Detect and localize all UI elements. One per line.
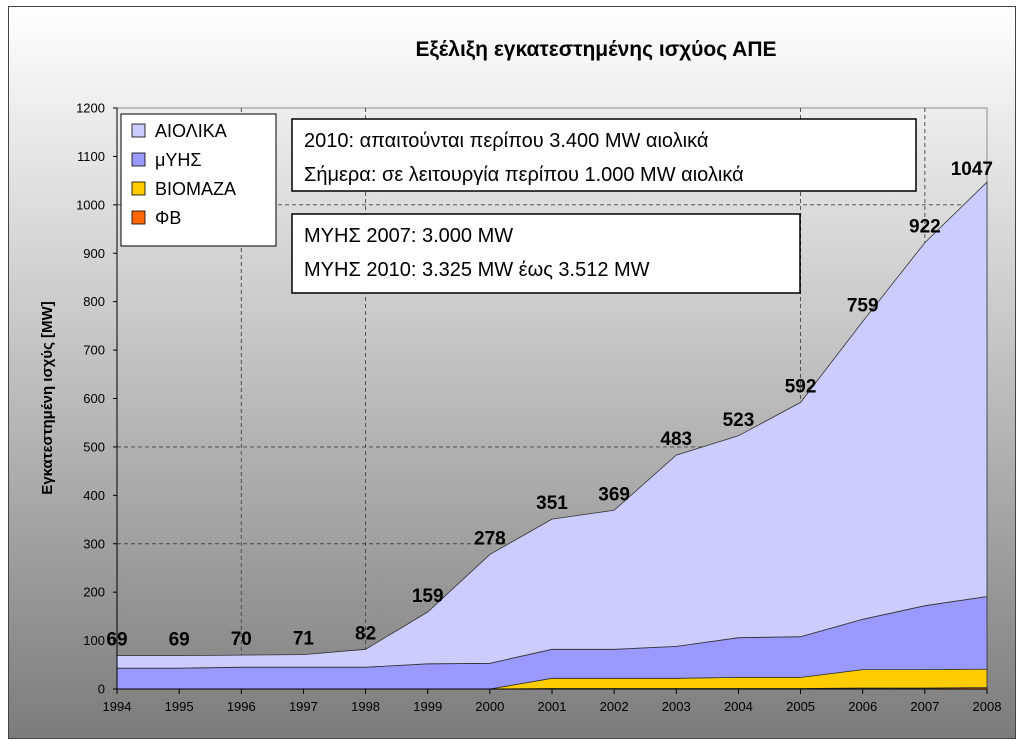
x-tick-labels: 1994 1995 1996 1997 1998 1999 2000 2001 2002 2003… bbox=[103, 699, 1002, 714]
data-label: 759 bbox=[847, 296, 879, 317]
x-tick-label: 1996 bbox=[227, 699, 256, 714]
chart-frame bbox=[8, 6, 1016, 739]
x-tick-label: 2000 bbox=[475, 699, 504, 714]
legend-label: μΥΗΣ bbox=[155, 150, 202, 170]
y-axis-label: Εγκατεστημένη ισχύς [MW] bbox=[39, 301, 56, 494]
legend-swatch bbox=[131, 123, 146, 138]
x-tick-label: 1994 bbox=[103, 699, 132, 714]
x-tick-label: 2007 bbox=[910, 699, 939, 714]
annotation-text: ΜΥΗΣ 2007: 3.000 MW bbox=[304, 225, 513, 247]
data-label: 351 bbox=[536, 493, 568, 514]
x-tick-label: 2001 bbox=[538, 699, 567, 714]
legend-label: ΦΒ bbox=[155, 208, 181, 228]
y-tick-label: 1100 bbox=[77, 149, 105, 164]
x-tick-label: 2003 bbox=[662, 699, 691, 714]
total-data-labels: 69 69 70 71 82 159 278 351 369 483 523 592 759 922 104… bbox=[106, 159, 993, 651]
area-series bbox=[116, 181, 988, 669]
data-label: 592 bbox=[785, 376, 817, 397]
y-tick-label: 1200 bbox=[76, 101, 105, 116]
y-tick-labels: 0 100 200 300 400 500 600 700 800 900 1000 1100 1200 bbox=[76, 101, 105, 697]
x-tick-label: 1995 bbox=[165, 699, 194, 714]
y-tick-label: 500 bbox=[83, 439, 105, 454]
y-tick-label: 100 bbox=[83, 633, 105, 648]
y-tick-label: 600 bbox=[83, 391, 105, 406]
legend-swatch bbox=[131, 210, 146, 225]
data-label: 278 bbox=[474, 528, 506, 549]
data-label: 369 bbox=[598, 484, 630, 505]
data-label: 922 bbox=[909, 217, 941, 238]
x-tick-label: 2006 bbox=[848, 699, 877, 714]
annotation-text: 2010: απαιτούνται περίπου 3.400 MW αιολι… bbox=[304, 130, 708, 152]
data-label: 71 bbox=[293, 629, 315, 650]
data-label: 1047 bbox=[951, 159, 993, 180]
x-tick-label: 1999 bbox=[413, 699, 442, 714]
legend: ΑΙΟΛΙΚΑ μΥΗΣ ΒΙΟΜΑΖΑ ΦΒ bbox=[120, 113, 277, 247]
annotation-box bbox=[291, 213, 801, 294]
data-label: 159 bbox=[412, 586, 444, 607]
data-label: 69 bbox=[106, 630, 127, 651]
y-tick-label: 1000 bbox=[76, 197, 105, 212]
legend-swatch bbox=[131, 152, 146, 167]
legend-label: ΒΙΟΜΑΖΑ bbox=[155, 179, 236, 199]
y-tick-label: 0 bbox=[98, 682, 105, 697]
x-tick-label: 2005 bbox=[786, 699, 815, 714]
y-tick-label: 300 bbox=[83, 536, 105, 551]
x-tick-label: 1997 bbox=[289, 699, 318, 714]
annotation-box bbox=[291, 118, 917, 192]
legend-swatch bbox=[131, 181, 146, 196]
annotation-text: ΜΥΗΣ 2010: 3.325 MW έως 3.512 MW bbox=[304, 259, 650, 281]
y-tick-label: 200 bbox=[83, 585, 105, 600]
data-label: 70 bbox=[231, 629, 252, 650]
x-tick-label: 2008 bbox=[973, 699, 1002, 714]
x-tick-label: 2002 bbox=[600, 699, 629, 714]
chart-title: Εξέλιξη εγκατεστημένης ισχύος ΑΠΕ bbox=[415, 38, 776, 61]
annotation-text: Σήμερα: σε λειτουργία περίπου 1.000 MW α… bbox=[304, 164, 744, 186]
x-tick-label: 1998 bbox=[351, 699, 380, 714]
data-label: 523 bbox=[723, 410, 755, 431]
axes bbox=[113, 107, 988, 694]
legend-box bbox=[120, 113, 277, 247]
y-tick-label: 900 bbox=[83, 246, 105, 261]
data-label: 69 bbox=[169, 630, 190, 651]
annotations: 2010: απαιτούνται περίπου 3.400 MW αιολι… bbox=[291, 118, 917, 294]
data-label: 82 bbox=[355, 623, 376, 644]
y-tick-label: 700 bbox=[83, 343, 105, 358]
y-tick-label: 800 bbox=[83, 294, 105, 309]
x-tick-label: 2004 bbox=[724, 699, 753, 714]
data-label: 483 bbox=[660, 429, 692, 450]
legend-label: ΑΙΟΛΙΚΑ bbox=[155, 121, 227, 141]
y-tick-label: 400 bbox=[83, 488, 105, 503]
